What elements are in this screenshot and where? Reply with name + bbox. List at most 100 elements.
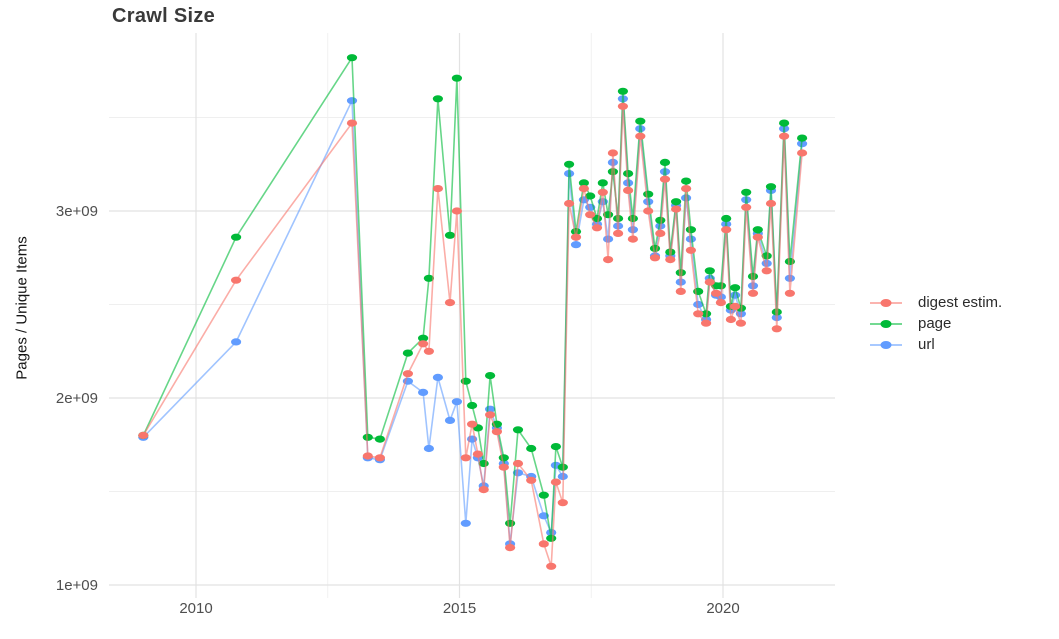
series-url-point — [346, 97, 358, 105]
series-digest-estim-point — [423, 347, 434, 355]
legend-key-url — [870, 338, 902, 352]
series-page-point — [512, 426, 524, 434]
series-digest-estim-point — [681, 185, 692, 193]
legend-label: url — [918, 336, 935, 353]
series-digest-estim-point — [704, 278, 715, 286]
series-page-point — [675, 269, 686, 277]
series-digest-estim-point — [498, 463, 509, 471]
legend-dot-icon — [880, 340, 892, 349]
series-url-point — [418, 388, 429, 396]
series-page-point — [374, 435, 385, 443]
series-page-point — [467, 401, 478, 410]
series-digest-estim-point — [478, 486, 489, 494]
series-digest-estim-point — [635, 132, 646, 140]
legend-label: digest estim. — [918, 294, 1003, 311]
series-page-point — [649, 244, 661, 252]
series-digest-estim-point — [725, 315, 737, 324]
series-page-point — [231, 233, 242, 241]
series-digest-estim-point — [597, 188, 608, 196]
legend-dot-icon — [880, 319, 892, 328]
series-page-point — [498, 454, 509, 462]
series-url-point — [432, 373, 443, 381]
series-page-point — [585, 192, 596, 200]
series-page-point — [505, 519, 516, 527]
series-page-point — [701, 310, 712, 318]
series-digest-estim-point — [374, 454, 385, 462]
series-digest-estim-point — [711, 289, 722, 297]
series-page-point — [418, 334, 429, 342]
series-page-point — [623, 170, 634, 178]
series-digest-estim-point — [138, 431, 149, 439]
legend: digest estim. page url — [870, 292, 1002, 355]
series-digest-estim-point — [467, 420, 478, 428]
series-digest-estim-point — [649, 254, 661, 262]
series-digest-estim-point — [613, 229, 624, 237]
series-digest-estim-point — [685, 246, 697, 254]
series-page-point — [432, 95, 443, 103]
series-digest-estim-point — [659, 175, 671, 183]
gridlines-major — [109, 33, 835, 598]
series-digest-estim-point — [797, 149, 808, 157]
series-url-point — [570, 241, 582, 249]
series-digest-estim-point — [546, 562, 557, 570]
series-page-point — [423, 274, 434, 282]
series-digest-estim-point — [675, 287, 686, 295]
series-digest-estim-point — [585, 211, 596, 219]
series-digest-estim-point — [784, 289, 796, 297]
series-digest-estim-point — [671, 205, 682, 213]
series-digest-estim-point — [472, 450, 483, 458]
series-page-point — [451, 74, 462, 82]
series-page-point — [704, 267, 715, 275]
series-url-point — [444, 416, 456, 424]
legend-key-digest-estim — [870, 296, 902, 310]
series-digest-estim-point — [570, 233, 582, 241]
legend-label: page — [918, 315, 952, 332]
series-digest-estim-point — [557, 499, 568, 507]
series-digest-estim-point — [505, 544, 516, 552]
series-digest-estim-point — [765, 199, 777, 208]
series-url-point — [460, 519, 471, 527]
series-digest-estim-point — [655, 229, 666, 237]
series-digest-estim-point — [402, 370, 413, 378]
series-page-point — [346, 54, 358, 62]
series-page-point — [643, 190, 654, 198]
series-page-point — [538, 491, 549, 499]
series-digest-estim-point — [418, 340, 429, 348]
series-page-point — [444, 231, 456, 239]
series-digest-estim-point — [693, 310, 704, 318]
series-digest-estim-point — [730, 302, 741, 310]
series-page-point — [671, 198, 682, 206]
series-page-point — [681, 177, 692, 185]
series-page-point — [721, 214, 732, 223]
series-page-point — [715, 282, 727, 290]
series-page-point — [578, 179, 590, 187]
series-digest-estim-point — [627, 235, 639, 243]
series-digest-estim-point — [485, 411, 496, 419]
series-digest-estim-point — [231, 276, 242, 284]
series-digest-estim-point — [735, 319, 747, 327]
series-page-point — [570, 228, 582, 236]
y-tick-label: 1e+09 — [56, 577, 98, 594]
x-tick-label: 2020 — [706, 600, 739, 617]
series-page-point — [362, 433, 373, 441]
series-page-point — [526, 444, 537, 453]
legend-item-page: page — [870, 313, 1002, 334]
series-page-point — [550, 443, 562, 451]
series-digest-estim-point — [741, 203, 752, 211]
series-digest-estim-point — [538, 540, 549, 548]
series-page-point — [779, 119, 790, 127]
series-page-point — [659, 158, 671, 166]
series-url-point — [685, 235, 697, 243]
series-digest-estim-point — [747, 289, 759, 297]
series-url-point — [693, 300, 704, 309]
gridlines-minor — [109, 33, 835, 598]
series-url-point — [603, 235, 614, 243]
series-page-point — [685, 226, 697, 234]
legend-item-url: url — [870, 334, 1002, 355]
series-page-point — [765, 183, 777, 191]
series-url-point — [512, 469, 524, 477]
page-title: Crawl Size — [112, 5, 216, 27]
series-digest-estim-point — [491, 428, 502, 436]
series-page-point — [752, 226, 763, 234]
